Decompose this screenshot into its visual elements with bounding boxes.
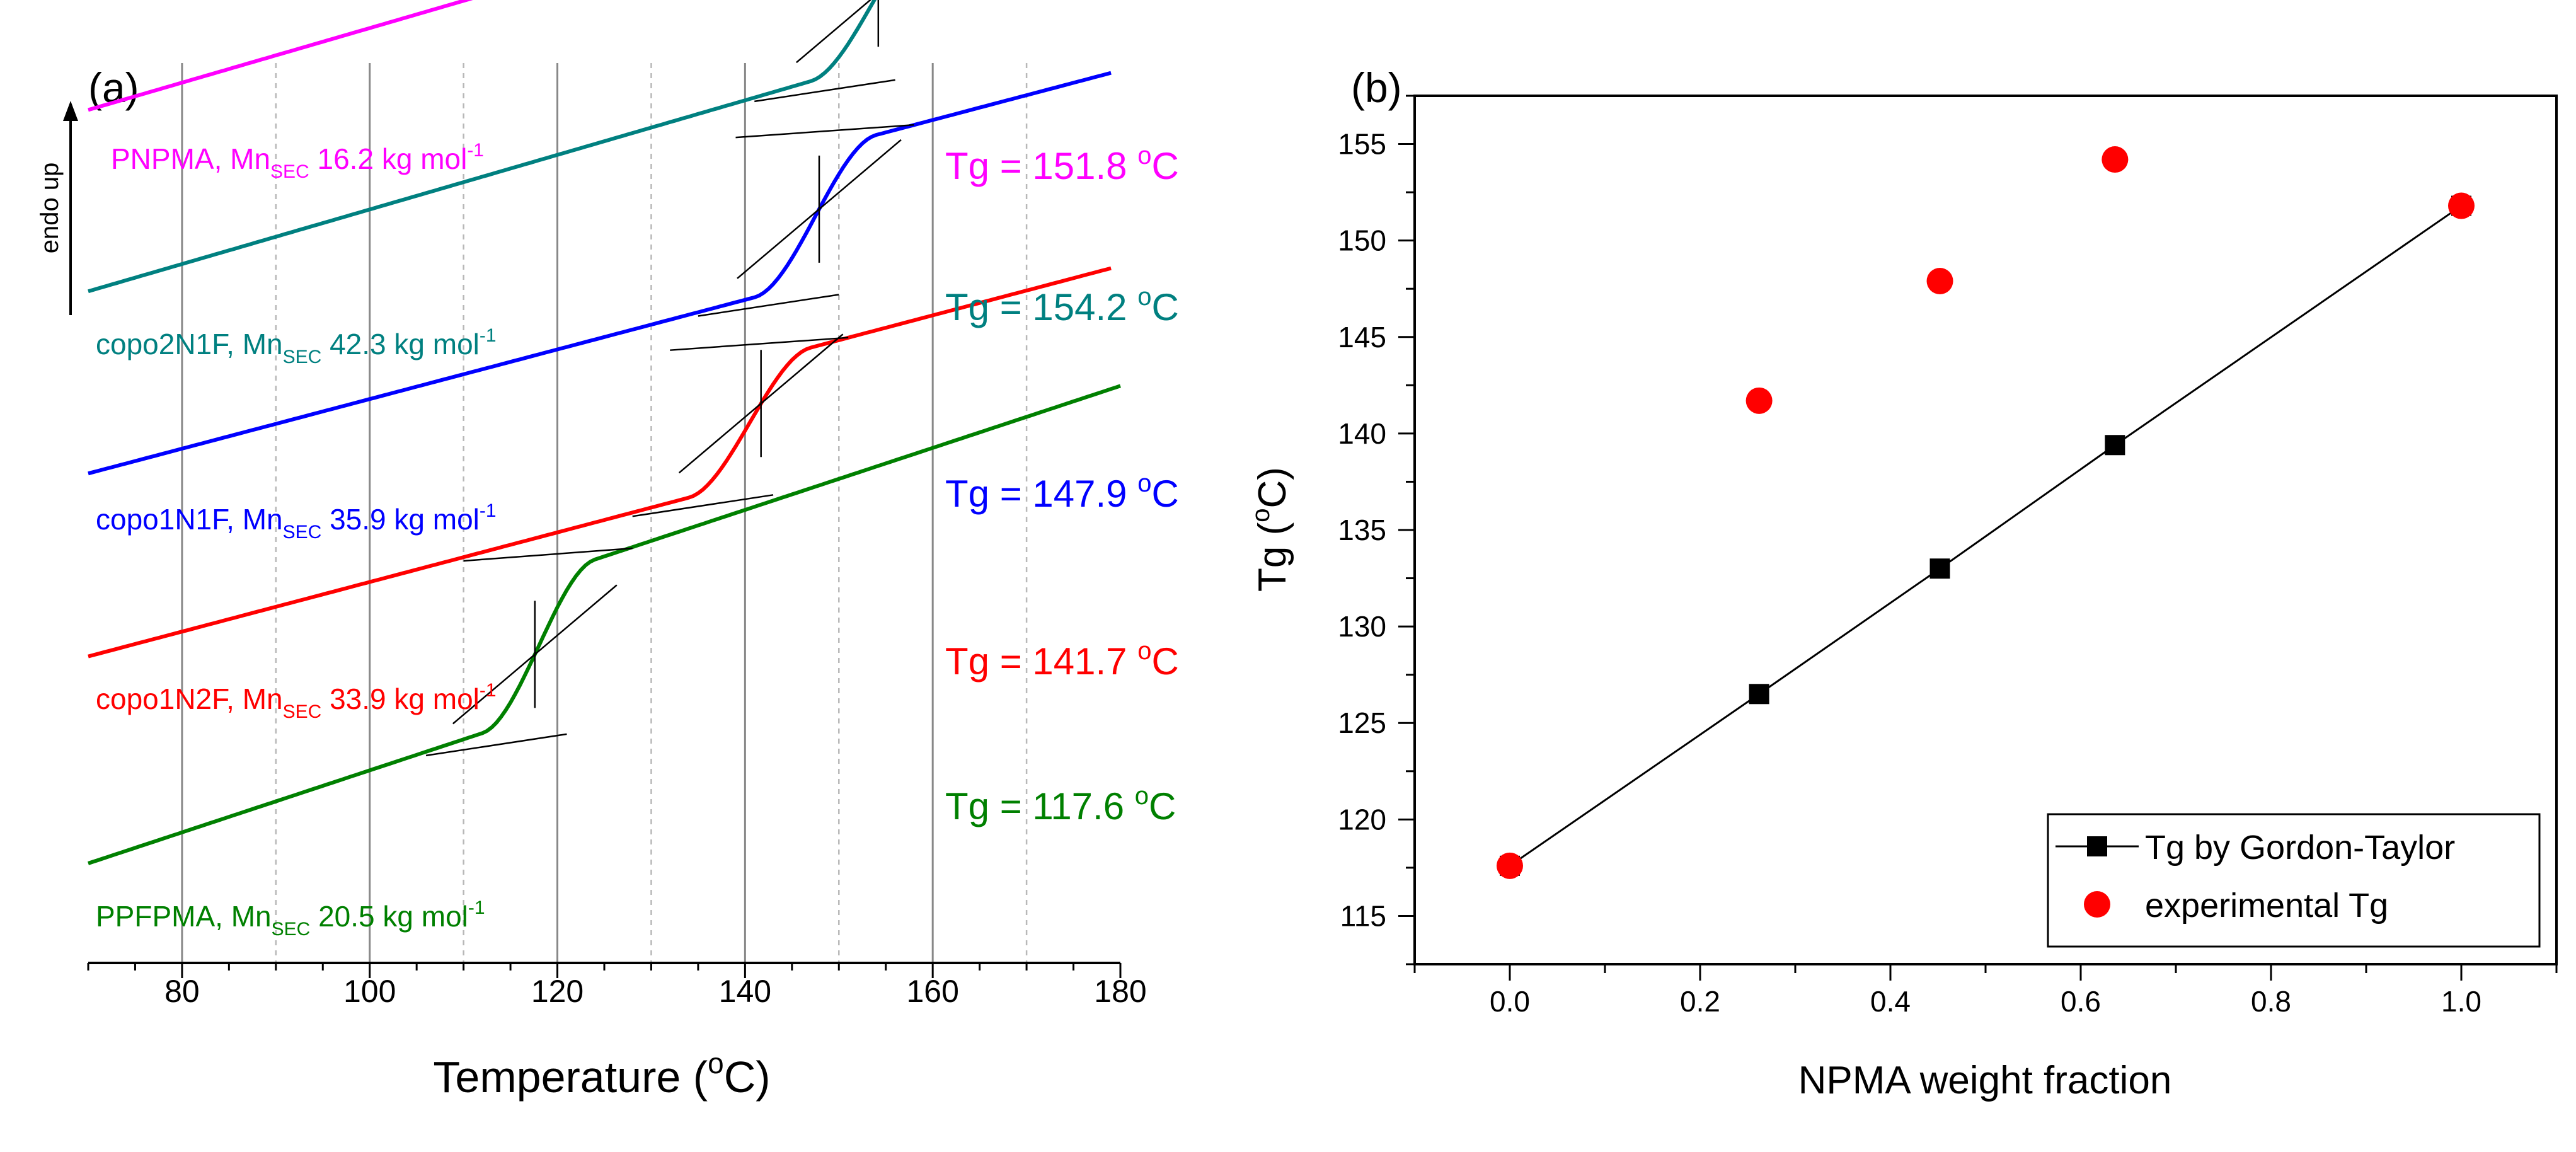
tangent-inflection xyxy=(796,0,871,64)
y-tick-label: 135 xyxy=(1338,514,1386,546)
legend-entry-experimental: experimental Tg xyxy=(2145,887,2388,924)
trace-copo1N2F xyxy=(88,266,1112,659)
trace-PNPMA xyxy=(88,0,473,112)
x-tick-label: 140 xyxy=(719,974,771,1009)
y-tick-label: 155 xyxy=(1338,128,1386,161)
panel-b-y-axis-title: Tg (oC) xyxy=(1247,467,1294,592)
y-tick-label: 125 xyxy=(1338,706,1386,739)
gordon-taylor-point xyxy=(2105,435,2125,456)
panel-a-x-ticks: 80 100 120 140 160 180 xyxy=(87,963,1147,1009)
panel-a-labels: PNPMA, MnSEC 16.2 kg mol-1 Tg = 151.8 oC c… xyxy=(96,140,1179,940)
legend-entry-gordon-taylor: Tg by Gordon-Taylor xyxy=(2145,829,2455,867)
x-tick-label: 120 xyxy=(531,974,584,1009)
y-tick-label: 145 xyxy=(1338,321,1386,354)
trace-copo2N1F xyxy=(88,0,877,294)
tg-label-copo2N1F: Tg = 154.2 oC xyxy=(945,283,1179,328)
tg-label-PPFPMA: Tg = 117.6 oC xyxy=(945,782,1176,827)
y-tick-label: 150 xyxy=(1338,224,1386,257)
y-tick-label: 140 xyxy=(1338,417,1386,450)
y-tick-label: 115 xyxy=(1340,899,1386,932)
x-tick-label: 0.2 xyxy=(1680,985,1720,1018)
panel-b-legend: Tg by Gordon-Taylor experimental Tg xyxy=(2047,813,2541,948)
panel-b-series xyxy=(1497,146,2475,879)
tg-label-copo1N2F: Tg = 141.7 oC xyxy=(945,637,1179,683)
endo-up-label: endo up xyxy=(36,163,64,254)
x-tick-label: 0.4 xyxy=(1870,985,1911,1018)
panel-b-tg-vs-fraction: (b) 0.0 0.2 0.4 0.6 0.8 1.0 115 120 125 130 135 140… xyxy=(1247,64,2558,1102)
tangent-upper xyxy=(670,337,849,351)
panel-b-x-axis-title: NPMA weight fraction xyxy=(1798,1059,2172,1102)
x-tick-label: 180 xyxy=(1094,974,1146,1009)
x-tick-label: 0.0 xyxy=(1490,985,1530,1018)
x-tick-label: 160 xyxy=(906,974,958,1009)
panel-a-dsc-thermograms: (a) endo up PNPMA, MnSEC 16.2 kg mol-1 Tg… xyxy=(36,0,1179,1102)
legend-circle-marker xyxy=(2084,891,2110,918)
tangent-baseline xyxy=(632,494,774,517)
tangent-baseline xyxy=(698,294,839,317)
trace-label-copo2N1F: copo2N1F, MnSEC 42.3 kg mol-1 xyxy=(96,325,497,367)
tangent-upper xyxy=(463,547,633,562)
tg-label-PNPMA: Tg = 151.8 oC xyxy=(945,142,1179,187)
tangent-baseline xyxy=(425,733,567,757)
x-tick-label: 0.8 xyxy=(2251,985,2291,1018)
experimental-point xyxy=(2448,192,2475,219)
endo-up-arrowhead xyxy=(63,101,78,121)
gordon-taylor-point xyxy=(1749,684,1769,705)
experimental-point xyxy=(2102,146,2129,173)
trace-copo1N1F xyxy=(88,71,1112,476)
x-tick-label: 0.6 xyxy=(2061,985,2101,1018)
trace-label-PNPMA: PNPMA, MnSEC 16.2 kg mol-1 xyxy=(111,140,484,182)
trace-label-copo1N2F: copo1N2F, MnSEC 33.9 kg mol-1 xyxy=(96,680,497,722)
panel-b-ticks: 0.0 0.2 0.4 0.6 0.8 1.0 115 120 125 130 135 140 145 1… xyxy=(1338,95,2558,1018)
trace-label-PPFPMA: PPFPMA, MnSEC 20.5 kg mol-1 xyxy=(96,897,485,940)
experimental-point xyxy=(1497,852,1523,879)
trace-label-copo1N1F: copo1N1F, MnSEC 35.9 kg mol-1 xyxy=(96,500,497,543)
legend-box xyxy=(2047,813,2541,948)
panel-b-label: (b) xyxy=(1351,64,1402,111)
legend-square-marker xyxy=(2087,836,2107,856)
x-tick-label: 80 xyxy=(164,974,200,1009)
panel-a-x-axis-title: Temperature (oC) xyxy=(433,1047,770,1102)
gordon-taylor-line xyxy=(1509,205,2462,867)
panel-a-traces xyxy=(88,0,1121,865)
tg-label-copo1N1F: Tg = 147.9 oC xyxy=(945,469,1179,515)
x-tick-label: 100 xyxy=(343,974,396,1009)
gordon-taylor-point xyxy=(1929,558,1950,579)
tangent-upper xyxy=(735,124,914,139)
y-tick-label: 130 xyxy=(1338,610,1386,643)
panel-a-gridlines xyxy=(181,63,1028,963)
experimental-point xyxy=(1745,387,1773,414)
x-tick-label: 1.0 xyxy=(2441,985,2481,1018)
trace-PPFPMA xyxy=(88,384,1121,865)
experimental-point xyxy=(1926,267,1953,294)
tangent-baseline xyxy=(754,79,895,103)
y-tick-label: 120 xyxy=(1338,803,1386,836)
